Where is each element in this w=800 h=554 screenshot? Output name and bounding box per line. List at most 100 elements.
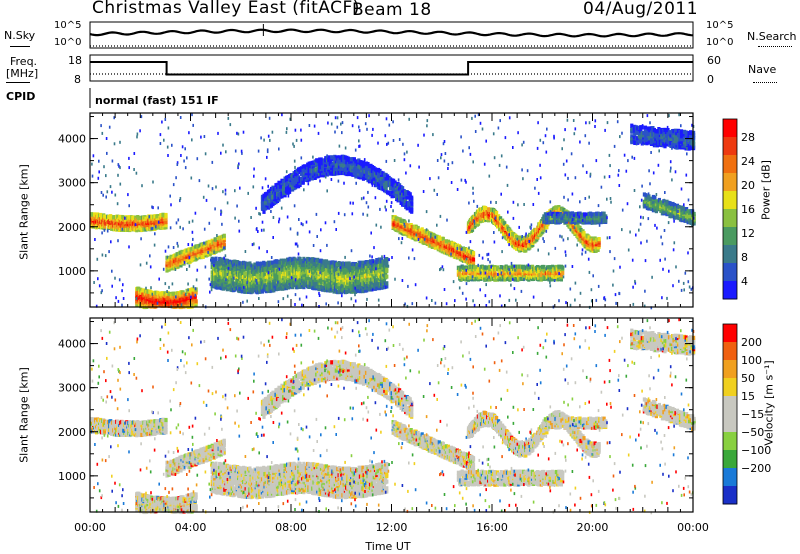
power-cell — [361, 176, 366, 181]
power-cell — [345, 261, 349, 266]
noise-panel-frame — [89, 21, 694, 49]
power-cell — [194, 290, 198, 295]
power-cell — [103, 216, 107, 221]
power-cell — [299, 259, 303, 264]
power-cell — [293, 257, 297, 262]
power-cell — [350, 283, 354, 288]
power-cell — [368, 273, 373, 278]
power-cell — [245, 265, 249, 270]
power-cell — [288, 187, 292, 192]
power-cell — [484, 206, 488, 211]
power-cell — [135, 299, 139, 304]
power-cell — [189, 255, 193, 260]
power-cell — [137, 222, 141, 227]
power-cell — [224, 282, 228, 287]
power-cell — [164, 223, 168, 228]
power-cell — [582, 231, 586, 236]
power-cell — [303, 280, 307, 285]
power-cell — [255, 271, 259, 277]
power-cell — [169, 254, 173, 259]
power-cell — [385, 267, 389, 272]
power-cell — [324, 259, 329, 264]
power-cell — [221, 262, 226, 267]
power-cell — [287, 285, 291, 290]
power-cell — [219, 247, 223, 252]
power-cell — [164, 212, 168, 218]
power-cell — [184, 303, 188, 308]
power-cell — [385, 274, 389, 279]
power-cell — [597, 237, 601, 242]
power-cell — [303, 258, 307, 263]
power-cell — [190, 287, 194, 292]
power-cell — [298, 256, 302, 262]
power-cell — [114, 220, 118, 226]
power-cell — [234, 274, 238, 279]
power-cell — [211, 245, 215, 250]
power-cell — [146, 297, 150, 302]
power-cell — [120, 217, 124, 222]
power-cell — [163, 291, 167, 296]
power-cell — [327, 280, 331, 285]
power-cell — [283, 258, 287, 263]
power-cell — [258, 289, 262, 294]
power-cell — [207, 247, 211, 252]
power-cell — [370, 285, 374, 290]
power-cell — [103, 214, 107, 219]
power-cell — [238, 286, 242, 292]
power-cell — [187, 253, 191, 258]
power-cell — [384, 180, 388, 186]
power-cell — [155, 219, 159, 225]
power-cell — [250, 289, 254, 294]
power-cell — [356, 287, 360, 292]
power-cell — [190, 250, 194, 256]
power-cell — [333, 260, 337, 265]
power-cell — [164, 225, 168, 230]
power-cell — [140, 227, 144, 232]
power-cell — [161, 294, 165, 299]
power-cell — [129, 223, 133, 228]
power-cell — [211, 257, 216, 262]
power-cell — [213, 241, 217, 246]
power-cell — [222, 233, 226, 238]
power-cell — [202, 253, 206, 258]
power-cell — [372, 274, 376, 279]
power-heatmap — [90, 113, 696, 310]
power-cell — [242, 269, 246, 274]
power-cell — [306, 274, 310, 280]
power-cell — [219, 280, 223, 285]
power-cell — [165, 262, 169, 267]
power-cell — [111, 220, 115, 225]
power-cell — [116, 214, 120, 219]
power-cell — [205, 252, 209, 258]
power-cell — [207, 239, 211, 244]
power-cell — [313, 280, 317, 285]
power-cell — [332, 289, 336, 294]
power-cell — [221, 274, 226, 279]
power-cell — [139, 287, 143, 292]
power-cell — [343, 277, 347, 282]
power-cell — [304, 265, 308, 270]
power-cell — [149, 301, 153, 306]
power-cell — [218, 277, 222, 282]
power-cell — [272, 288, 276, 293]
power-cell — [99, 212, 103, 218]
power-cell — [194, 303, 198, 308]
power-cell — [335, 267, 339, 272]
power-cell — [211, 260, 216, 265]
power-cell — [146, 226, 150, 231]
power-cell — [356, 284, 360, 290]
power-cell — [213, 244, 217, 249]
power-cell — [368, 271, 373, 276]
power-cell — [141, 288, 145, 293]
power-cell — [164, 220, 168, 225]
power-cell — [153, 220, 157, 225]
frequency-line — [90, 61, 693, 76]
power-cell — [561, 265, 565, 270]
power-cell — [561, 270, 565, 276]
power-cell — [179, 263, 183, 268]
power-cell — [171, 301, 175, 306]
power-cell — [280, 267, 285, 272]
power-cell — [302, 283, 306, 288]
